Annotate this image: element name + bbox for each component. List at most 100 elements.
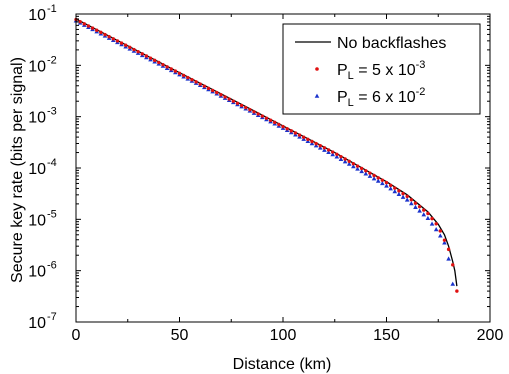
series-marker-pl-6e-2 (313, 143, 319, 148)
series-marker-pl-6e-2 (375, 178, 381, 183)
series-marker-pl-5e-3 (281, 124, 285, 129)
series-marker-pl-5e-3 (293, 131, 298, 135)
series-marker-pl-5e-3 (202, 84, 207, 88)
series-marker-pl-5e-3 (330, 150, 335, 154)
series-marker-pl-6e-2 (346, 161, 352, 166)
series-marker-pl-5e-3 (206, 86, 211, 91)
series-marker-pl-5e-3 (223, 95, 227, 99)
series-marker-pl-6e-2 (367, 173, 373, 178)
series-marker-pl-5e-3 (78, 19, 82, 24)
y-tick-exponent: -4 (47, 157, 57, 169)
series-marker-pl-5e-3 (248, 107, 252, 112)
y-tick-exponent: -3 (47, 106, 57, 118)
series-marker-pl-5e-3 (318, 143, 322, 148)
series-marker-pl-5e-3 (364, 169, 368, 173)
series-marker-pl-5e-3 (219, 93, 223, 97)
series-marker-pl-5e-3 (115, 39, 120, 43)
series-marker-pl-5e-3 (438, 229, 443, 233)
series-marker-pl-5e-3 (136, 49, 140, 54)
series-marker-pl-5e-3 (119, 41, 124, 45)
series-marker-pl-5e-3 (173, 69, 178, 73)
series-marker-pl-5e-3 (260, 114, 264, 118)
series-marker-pl-5e-3 (285, 127, 289, 131)
series-marker-pl-5e-3 (302, 135, 306, 139)
series-marker-pl-5e-3 (388, 183, 393, 188)
series-marker-pl-5e-3 (422, 208, 426, 212)
series-marker-pl-5e-3 (409, 198, 414, 202)
series-marker-pl-6e-2 (330, 152, 335, 157)
series-marker-pl-6e-2 (400, 194, 406, 199)
legend: No backflashes PL = 5 x 10-3 PL = 6 x 10-2 (282, 23, 481, 115)
series-marker-pl-5e-3 (264, 116, 269, 120)
series-marker-pl-5e-3 (95, 28, 99, 32)
series-marker-pl-5e-3 (376, 176, 380, 180)
series-marker-pl-5e-3 (252, 110, 256, 114)
series-marker-pl-5e-3 (268, 118, 273, 122)
series-marker-pl-6e-2 (413, 204, 418, 209)
series-marker-pl-5e-3 (368, 171, 372, 175)
legend-entry-pl-6e-2-swatch (314, 93, 320, 98)
series-marker-pl-6e-2 (446, 256, 451, 261)
y-tick-label: 10 (28, 161, 46, 178)
series-marker-pl-6e-2 (371, 176, 377, 181)
series-marker-pl-5e-3 (244, 105, 248, 110)
y-tick-exponent: -1 (47, 3, 57, 15)
series-marker-pl-5e-3 (215, 90, 219, 95)
series-marker-pl-5e-3 (186, 75, 190, 80)
series-marker-pl-6e-2 (380, 180, 385, 186)
series-marker-pl-6e-2 (396, 191, 402, 197)
series-marker-pl-6e-2 (355, 166, 360, 171)
series-marker-pl-5e-3 (434, 222, 438, 226)
series-marker-pl-5e-3 (426, 211, 430, 216)
series-marker-pl-6e-2 (338, 156, 344, 161)
series-marker-pl-6e-2 (442, 240, 447, 245)
series-marker-pl-5e-3 (417, 204, 422, 209)
series-marker-pl-6e-2 (421, 212, 427, 217)
y-tick-label: 10 (28, 264, 46, 281)
series-marker-pl-5e-3 (446, 247, 451, 252)
x-tick-label: 50 (171, 327, 189, 344)
series-marker-pl-6e-2 (363, 171, 369, 176)
series-marker-pl-5e-3 (393, 186, 397, 190)
legend-entry-pl-5e-3-label: PL = 5 x 10-3 (337, 59, 425, 82)
series-marker-pl-5e-3 (239, 103, 244, 108)
series-marker-pl-5e-3 (401, 191, 405, 196)
series-marker-pl-6e-2 (433, 227, 439, 232)
series-marker-pl-5e-3 (157, 60, 161, 65)
series-marker-pl-5e-3 (148, 56, 153, 60)
series-marker-pl-5e-3 (405, 194, 409, 199)
series-marker-pl-6e-2 (326, 149, 331, 155)
series-marker-pl-6e-2 (388, 186, 393, 191)
series-marker-pl-5e-3 (355, 164, 360, 168)
series-marker-pl-5e-3 (310, 139, 314, 144)
y-axis-label: Secure key rate (bits per signal) (9, 57, 26, 283)
series-marker-pl-6e-2 (404, 197, 410, 202)
x-tick-label: 100 (270, 327, 297, 344)
series-marker-pl-5e-3 (343, 157, 347, 161)
series-marker-pl-6e-2 (417, 208, 422, 213)
series-marker-pl-5e-3 (235, 101, 240, 106)
series-marker-pl-5e-3 (198, 82, 202, 86)
y-tick-label: 10 (28, 58, 46, 75)
series-marker-pl-5e-3 (347, 159, 351, 164)
y-tick-exponent: -2 (47, 54, 57, 66)
series-marker-pl-5e-3 (152, 58, 157, 63)
series-marker-pl-5e-3 (380, 178, 385, 182)
series-marker-pl-5e-3 (90, 26, 95, 30)
series-marker-pl-5e-3 (430, 216, 434, 221)
series-marker-pl-5e-3 (210, 88, 215, 93)
plot-layer (73, 17, 459, 293)
y-tick-exponent: -6 (47, 260, 57, 272)
legend-entry-pl-5e-3-swatch (315, 67, 319, 71)
series-marker-pl-5e-3 (177, 71, 182, 75)
series-marker-pl-6e-2 (351, 164, 356, 169)
series-marker-pl-6e-2 (334, 154, 340, 159)
legend-label-no-backflashes: No backflashes (337, 35, 446, 52)
series-marker-pl-5e-3 (413, 201, 418, 205)
series-marker-pl-5e-3 (190, 78, 194, 82)
series-marker-pl-5e-3 (289, 129, 293, 133)
series-marker-pl-5e-3 (103, 32, 107, 37)
series-marker-pl-5e-3 (442, 238, 447, 242)
